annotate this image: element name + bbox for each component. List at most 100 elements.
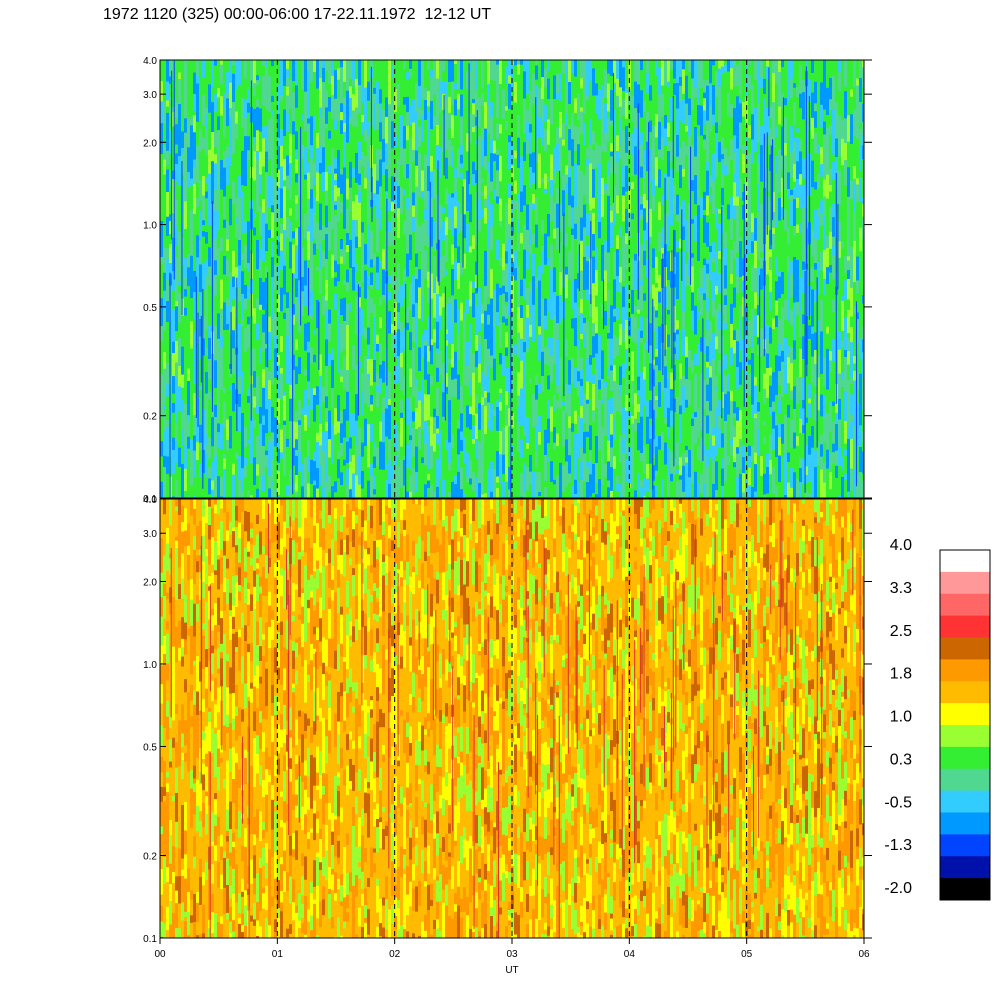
heatmap-cell — [547, 144, 550, 159]
heatmap-cell — [205, 393, 208, 405]
heatmap-cell — [352, 110, 355, 127]
heatmap-cell — [340, 76, 343, 104]
heatmap-cell — [181, 238, 184, 251]
heatmap-cell — [625, 119, 628, 127]
heatmap-cell — [355, 364, 358, 395]
heatmap-cell — [403, 485, 406, 498]
heatmap-cell — [652, 90, 655, 105]
heatmap-cell — [613, 60, 616, 83]
heatmap-cell — [595, 207, 598, 224]
heatmap-cell — [598, 466, 601, 473]
heatmap-cell — [184, 161, 187, 176]
heatmap-cell — [553, 412, 556, 428]
heatmap-cell — [553, 427, 556, 443]
heatmap-cell — [271, 459, 274, 474]
heatmap-cell — [496, 476, 499, 483]
heatmap-cell — [712, 193, 715, 199]
heatmap-cell — [286, 474, 289, 485]
heatmap-cell — [232, 123, 235, 139]
heatmap-cell — [304, 369, 307, 376]
heatmap-cell — [538, 334, 541, 361]
heatmap-cell — [349, 412, 352, 438]
heatmap-cell — [187, 83, 190, 103]
heatmap-cell — [541, 208, 544, 221]
heatmap-cell — [508, 259, 511, 288]
heatmap-cell — [241, 319, 244, 326]
heatmap-cell — [532, 209, 535, 223]
heatmap-cell — [391, 216, 394, 246]
heatmap-cell — [637, 385, 640, 391]
heatmap-cell — [523, 410, 526, 431]
heatmap-cell — [187, 118, 190, 148]
heatmap-cell — [451, 110, 454, 116]
heatmap-cell — [607, 309, 610, 319]
heatmap-cell — [409, 192, 412, 199]
heatmap-cell — [547, 299, 550, 311]
heatmap-cell — [319, 77, 322, 89]
heatmap-cell — [214, 65, 217, 95]
heatmap-cell — [328, 250, 331, 279]
heatmap-cell — [328, 385, 331, 411]
heatmap-cell — [301, 247, 304, 278]
heatmap-cell — [577, 381, 580, 397]
heatmap-cell — [190, 372, 193, 381]
heatmap-cell — [718, 251, 721, 259]
heatmap-cell — [376, 343, 379, 352]
heatmap-cell — [505, 213, 508, 222]
heatmap-cell — [685, 482, 688, 498]
heatmap-cell — [646, 350, 649, 374]
heatmap-cell — [580, 299, 583, 314]
heatmap-cell — [424, 245, 427, 251]
heatmap-cell — [322, 195, 325, 226]
heatmap-cell — [523, 161, 526, 186]
heatmap-cell — [694, 353, 697, 366]
heatmap-cell — [604, 387, 607, 410]
heatmap-cell — [544, 455, 547, 481]
heatmap-cell — [334, 272, 337, 278]
heatmap-cell — [298, 138, 301, 166]
heatmap-cell — [508, 168, 511, 184]
heatmap-cell — [589, 496, 592, 498]
heatmap-cell — [190, 321, 193, 349]
heatmap-cell — [460, 239, 463, 249]
heatmap-cell — [427, 488, 430, 498]
heatmap-cell — [175, 331, 178, 342]
heatmap-cell — [601, 281, 604, 304]
heatmap-cell — [688, 165, 691, 189]
heatmap-cell — [673, 358, 676, 365]
heatmap-cell — [382, 179, 385, 195]
heatmap-cell — [166, 106, 169, 113]
heatmap-cell — [517, 167, 520, 194]
heatmap-cell — [523, 395, 526, 404]
heatmap-cell — [382, 109, 385, 140]
heatmap-cell — [274, 312, 277, 321]
heatmap-cell — [379, 89, 382, 104]
heatmap-cell — [550, 293, 553, 320]
heatmap-cell — [355, 394, 358, 421]
heatmap-cell — [541, 376, 544, 392]
heatmap-cell — [190, 90, 193, 117]
heatmap-cell — [163, 430, 166, 456]
heatmap-cell — [376, 218, 379, 233]
heatmap-cell — [394, 401, 397, 424]
heatmap-cell — [661, 420, 664, 432]
heatmap-cell — [316, 266, 319, 271]
heatmap-cell — [424, 420, 427, 444]
heatmap-cell — [448, 470, 451, 492]
heatmap-cell — [238, 455, 241, 480]
heatmap-cell — [706, 136, 709, 163]
heatmap-cell — [544, 104, 547, 122]
heatmap-cell — [229, 60, 232, 83]
heatmap-cell — [547, 389, 550, 400]
heatmap-cell — [217, 186, 220, 211]
heatmap-cell — [247, 271, 250, 287]
heatmap-cell — [649, 418, 652, 426]
heatmap-cell — [676, 112, 679, 135]
heatmap-cell — [664, 423, 667, 443]
heatmap-cell — [457, 399, 460, 421]
heatmap-cell — [316, 201, 319, 223]
heatmap-cell — [598, 399, 601, 410]
heatmap-cell — [415, 247, 418, 254]
heatmap-cell — [172, 213, 175, 238]
heatmap-cell — [190, 185, 193, 210]
